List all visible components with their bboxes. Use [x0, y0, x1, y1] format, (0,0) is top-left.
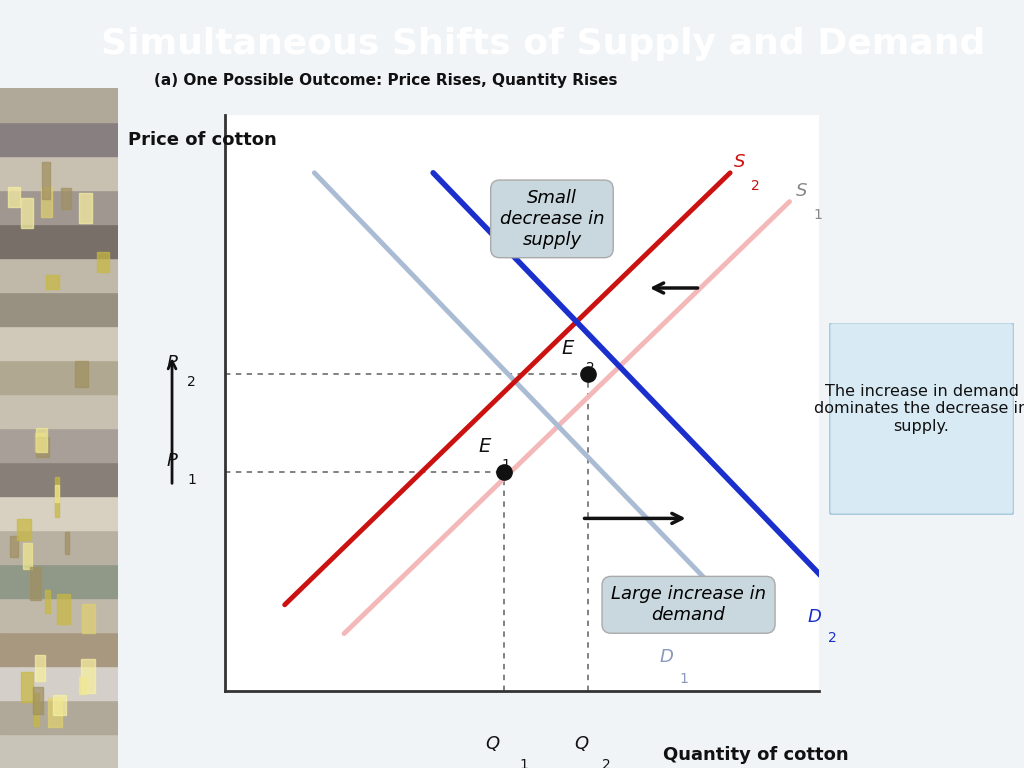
Bar: [0, 326, 118, 360]
Text: Large increase in
demand: Large increase in demand: [611, 585, 766, 624]
Bar: [55, 476, 59, 517]
Bar: [56, 594, 71, 624]
Bar: [0, 429, 118, 462]
Text: $\mathit{D}$: $\mathit{D}$: [807, 608, 822, 626]
Bar: [79, 677, 86, 694]
Bar: [0, 258, 118, 292]
Text: $\mathit{P}$: $\mathit{P}$: [166, 452, 179, 470]
Text: 2: 2: [751, 179, 760, 193]
Bar: [0, 462, 118, 496]
Bar: [45, 591, 50, 613]
Bar: [48, 698, 61, 727]
Bar: [0, 394, 118, 429]
Bar: [55, 485, 59, 502]
Bar: [52, 695, 66, 715]
Text: $\mathit{S}$: $\mathit{S}$: [733, 153, 745, 171]
Bar: [0, 122, 118, 156]
Text: 1: 1: [519, 758, 528, 768]
Bar: [36, 437, 49, 458]
Text: $\mathit{D}$: $\mathit{D}$: [658, 648, 674, 667]
Bar: [33, 687, 43, 714]
Bar: [79, 194, 92, 223]
Bar: [0, 292, 118, 326]
FancyBboxPatch shape: [829, 323, 1014, 515]
Bar: [36, 429, 47, 452]
Bar: [97, 253, 109, 273]
Bar: [0, 632, 118, 666]
Bar: [0, 360, 118, 394]
Text: 1: 1: [680, 671, 688, 686]
Bar: [0, 700, 118, 734]
Bar: [42, 162, 50, 200]
Bar: [0, 530, 118, 564]
Bar: [0, 666, 118, 700]
Bar: [46, 276, 58, 290]
Bar: [35, 432, 45, 452]
Text: Simultaneous Shifts of Supply and Demand: Simultaneous Shifts of Supply and Demand: [100, 27, 985, 61]
Bar: [82, 604, 94, 633]
Text: 2: 2: [828, 631, 837, 645]
Bar: [24, 543, 33, 568]
Text: $\mathit{S}$: $\mathit{S}$: [796, 182, 808, 200]
Bar: [0, 224, 118, 258]
Bar: [0, 564, 118, 598]
Bar: [20, 673, 34, 703]
Text: Price of cotton: Price of cotton: [128, 131, 276, 148]
Bar: [34, 694, 39, 727]
Text: The increase in demand
dominates the decrease in
supply.: The increase in demand dominates the dec…: [814, 384, 1024, 434]
Bar: [0, 190, 118, 224]
Bar: [35, 655, 45, 681]
Text: $\mathit{E}$: $\mathit{E}$: [561, 339, 575, 358]
Text: $\mathit{Q}$: $\mathit{Q}$: [484, 733, 501, 753]
Text: $\mathregular{2}$: $\mathregular{2}$: [585, 360, 594, 375]
Bar: [0, 496, 118, 530]
Bar: [0, 734, 118, 768]
Bar: [61, 188, 71, 209]
Bar: [17, 519, 31, 540]
Text: 1: 1: [187, 473, 197, 487]
Bar: [75, 361, 88, 387]
Bar: [0, 156, 118, 190]
Text: $\mathit{Q}$: $\mathit{Q}$: [573, 733, 590, 753]
Bar: [8, 187, 20, 207]
Text: 2: 2: [187, 375, 197, 389]
Bar: [22, 197, 33, 229]
Text: $\mathregular{1}$: $\mathregular{1}$: [502, 458, 511, 472]
Text: $\mathit{E}$: $\mathit{E}$: [477, 437, 492, 456]
Text: Small
decrease in
supply: Small decrease in supply: [500, 189, 604, 249]
Bar: [30, 567, 41, 600]
Bar: [41, 187, 52, 217]
Text: Quantity of cotton: Quantity of cotton: [664, 746, 849, 763]
Bar: [65, 532, 69, 554]
Bar: [10, 536, 17, 557]
Bar: [0, 88, 118, 122]
Bar: [0, 598, 118, 632]
Text: $\mathit{P}$: $\mathit{P}$: [166, 354, 179, 372]
Bar: [82, 659, 95, 694]
Text: 1: 1: [813, 208, 822, 222]
Text: (a) One Possible Outcome: Price Rises, Quantity Rises: (a) One Possible Outcome: Price Rises, Q…: [154, 73, 617, 88]
Text: 2: 2: [602, 758, 611, 768]
